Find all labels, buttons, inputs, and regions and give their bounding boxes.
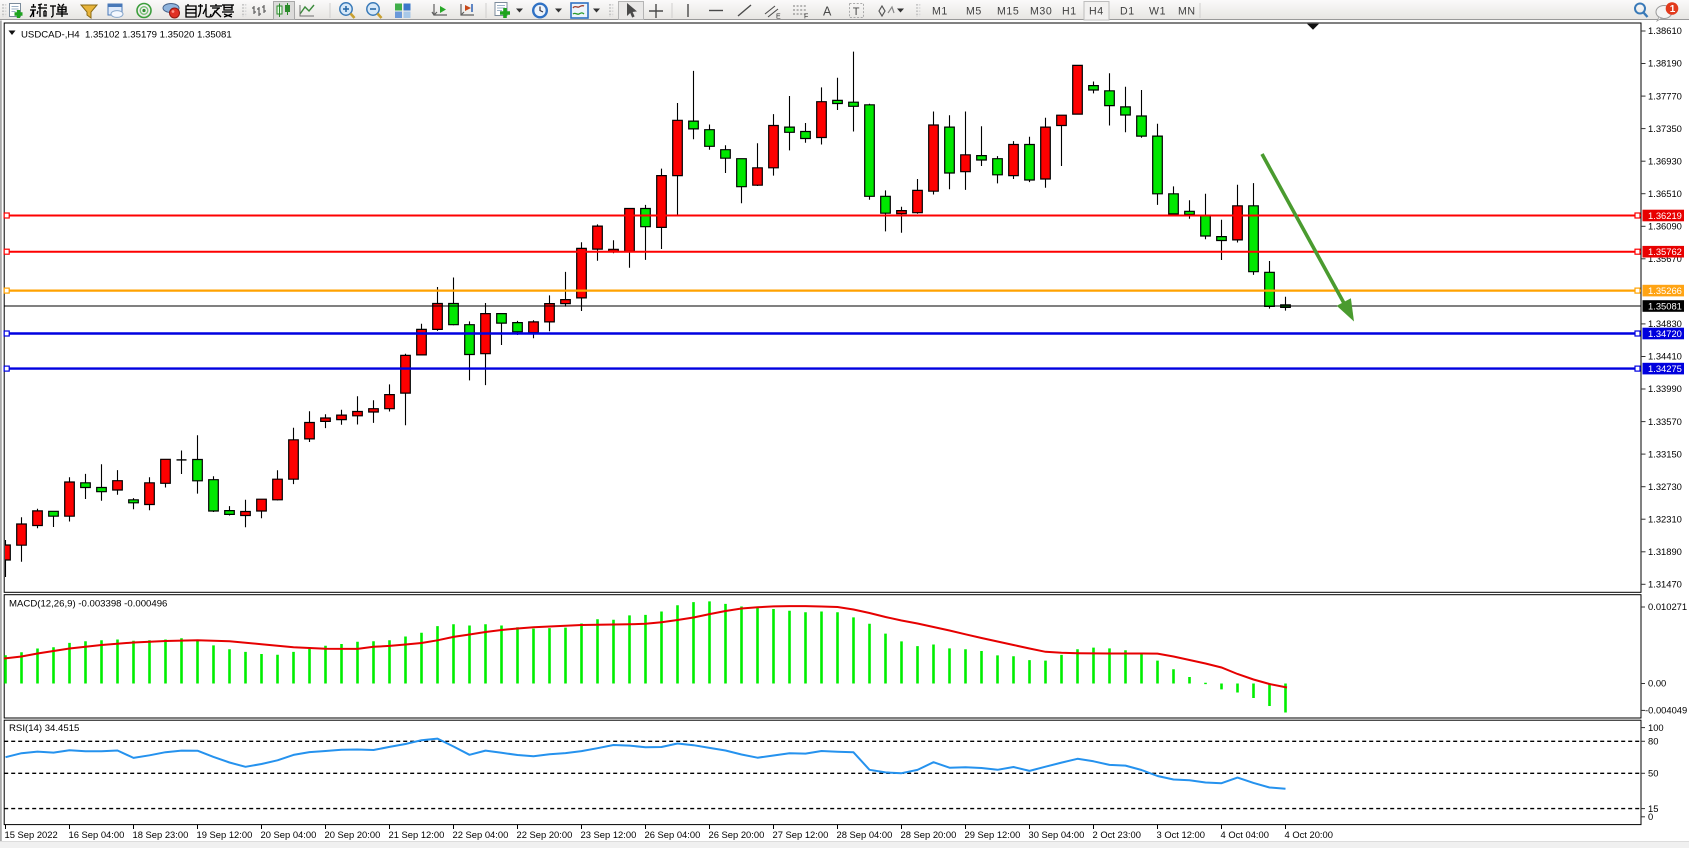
- svg-text:1.33990: 1.33990: [1648, 383, 1682, 394]
- svg-text:28 Sep 04:00: 28 Sep 04:00: [837, 829, 893, 840]
- svg-text:4 Oct 20:00: 4 Oct 20:00: [1285, 829, 1333, 840]
- svg-text:1: 1: [1670, 4, 1676, 15]
- svg-text:H1: H1: [1062, 6, 1077, 18]
- svg-text:1.36219: 1.36219: [1648, 210, 1682, 221]
- svg-text:80: 80: [1648, 736, 1658, 747]
- svg-text:0.010271: 0.010271: [1648, 601, 1687, 612]
- svg-text:T: T: [853, 6, 860, 18]
- svg-text:0.00: 0.00: [1648, 678, 1666, 689]
- svg-text:F: F: [804, 14, 808, 21]
- svg-text:4 Oct 04:00: 4 Oct 04:00: [1221, 829, 1269, 840]
- svg-text:22 Sep 04:00: 22 Sep 04:00: [453, 829, 509, 840]
- svg-text:0: 0: [1648, 811, 1653, 822]
- svg-text:16 Sep 04:00: 16 Sep 04:00: [69, 829, 125, 840]
- svg-text:27 Sep 12:00: 27 Sep 12:00: [773, 829, 829, 840]
- svg-text:19 Sep 12:00: 19 Sep 12:00: [197, 829, 253, 840]
- svg-text:22 Sep 20:00: 22 Sep 20:00: [517, 829, 573, 840]
- svg-text:1.34720: 1.34720: [1648, 328, 1682, 339]
- svg-text:26 Sep 04:00: 26 Sep 04:00: [645, 829, 701, 840]
- svg-text:1.35081: 1.35081: [1648, 300, 1682, 311]
- svg-text:MN: MN: [1178, 6, 1196, 18]
- svg-text:18 Sep 23:00: 18 Sep 23:00: [133, 829, 189, 840]
- svg-text:28 Sep 20:00: 28 Sep 20:00: [901, 829, 957, 840]
- svg-text:MACD(12,26,9) -0.003398 -0.000: MACD(12,26,9) -0.003398 -0.000496: [9, 599, 167, 610]
- svg-text:1.36930: 1.36930: [1648, 155, 1682, 166]
- svg-text:1.35266: 1.35266: [1648, 285, 1682, 296]
- svg-text:1.37770: 1.37770: [1648, 90, 1682, 101]
- svg-text:1.34410: 1.34410: [1648, 351, 1682, 362]
- svg-text:15: 15: [1648, 803, 1658, 814]
- svg-text:1.32730: 1.32730: [1648, 481, 1682, 492]
- svg-text:23 Sep 12:00: 23 Sep 12:00: [581, 829, 637, 840]
- svg-text:D1: D1: [1120, 6, 1135, 18]
- svg-text:USDCAD-,H4 1.35102 1.35179 1.: USDCAD-,H4 1.35102 1.35179 1.35020 1.350…: [21, 30, 232, 41]
- svg-text:A: A: [823, 5, 832, 19]
- svg-text:15 Sep 2022: 15 Sep 2022: [5, 829, 58, 840]
- svg-text:1.35670: 1.35670: [1648, 253, 1682, 264]
- svg-text:1.36510: 1.36510: [1648, 188, 1682, 199]
- svg-text:1.31890: 1.31890: [1648, 546, 1682, 557]
- svg-text:1.33570: 1.33570: [1648, 416, 1682, 427]
- svg-text:1.34275: 1.34275: [1648, 363, 1682, 374]
- svg-text:-0.004049: -0.004049: [1645, 705, 1687, 716]
- svg-text:100: 100: [1648, 722, 1664, 733]
- svg-text:1.34830: 1.34830: [1648, 318, 1682, 329]
- svg-text:2 Oct 23:00: 2 Oct 23:00: [1093, 829, 1141, 840]
- svg-text:1.38190: 1.38190: [1648, 58, 1682, 69]
- svg-text:1.32310: 1.32310: [1648, 513, 1682, 524]
- svg-text:E: E: [776, 14, 781, 21]
- svg-text:H4: H4: [1089, 6, 1104, 18]
- svg-text:26 Sep 20:00: 26 Sep 20:00: [709, 829, 765, 840]
- svg-text:M30: M30: [1030, 6, 1052, 18]
- svg-text:1.37350: 1.37350: [1648, 123, 1682, 134]
- svg-text:30 Sep 04:00: 30 Sep 04:00: [1029, 829, 1085, 840]
- svg-text:M5: M5: [966, 6, 982, 18]
- svg-text:M1: M1: [932, 6, 948, 18]
- svg-text:1.36090: 1.36090: [1648, 221, 1682, 232]
- svg-text:21 Sep 12:00: 21 Sep 12:00: [389, 829, 445, 840]
- svg-text:1.33150: 1.33150: [1648, 448, 1682, 459]
- svg-text:3 Oct 12:00: 3 Oct 12:00: [1157, 829, 1205, 840]
- svg-text:W1: W1: [1149, 6, 1166, 18]
- svg-text:1.31470: 1.31470: [1648, 579, 1682, 590]
- svg-text:20 Sep 20:00: 20 Sep 20:00: [325, 829, 381, 840]
- svg-text:1.38610: 1.38610: [1648, 25, 1682, 36]
- svg-text:50: 50: [1648, 768, 1658, 779]
- svg-text:1.35762: 1.35762: [1648, 246, 1682, 257]
- svg-text:M15: M15: [997, 6, 1019, 18]
- svg-text:20 Sep 04:00: 20 Sep 04:00: [261, 829, 317, 840]
- svg-text:29 Sep 12:00: 29 Sep 12:00: [965, 829, 1021, 840]
- svg-text:RSI(14) 34.4515: RSI(14) 34.4515: [9, 723, 79, 734]
